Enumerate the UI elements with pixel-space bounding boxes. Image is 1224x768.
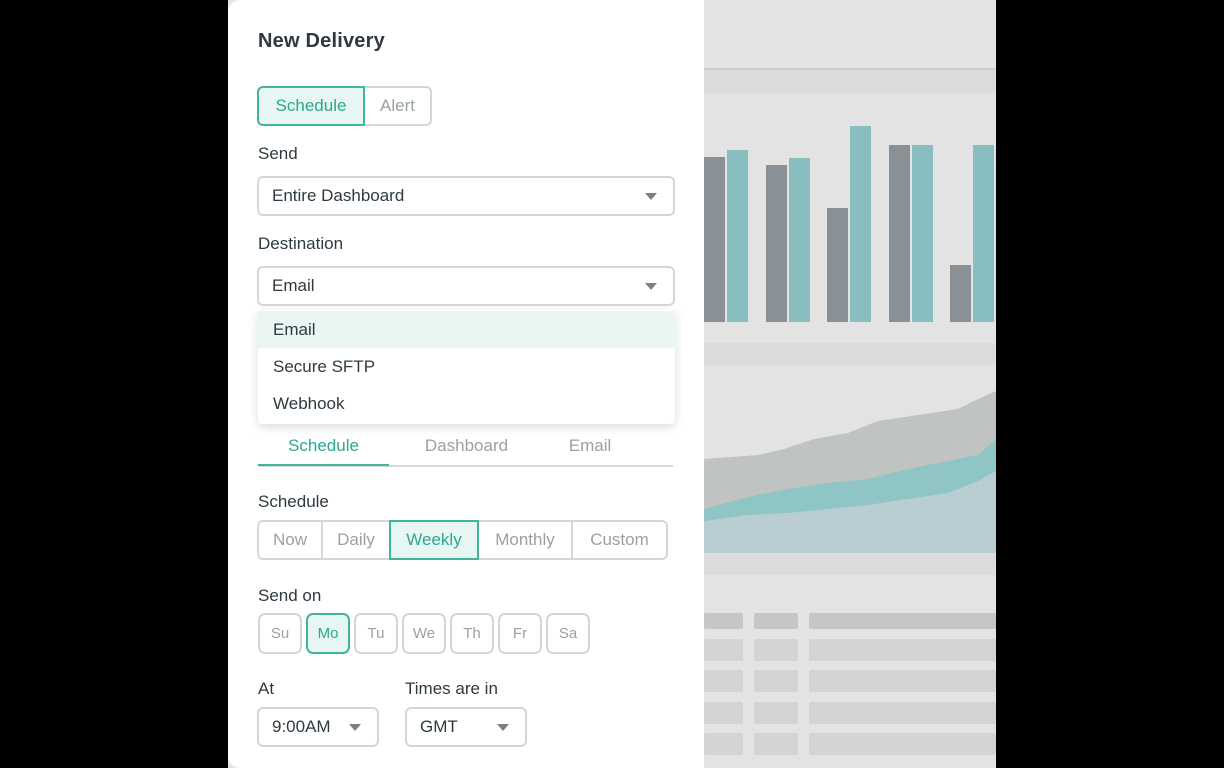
destination-option-secure-sftp[interactable]: Secure SFTP: [273, 356, 376, 376]
bar-gray: [827, 208, 848, 322]
table-cell: [809, 639, 996, 661]
table-cell: [704, 670, 743, 692]
table-cell: [754, 670, 798, 692]
send-on-label: Send on: [258, 586, 322, 605]
table-cell: [704, 639, 743, 661]
table-cell: [704, 702, 743, 724]
day-monday-button[interactable]: Mo: [306, 613, 350, 654]
bar-gray: [888, 145, 910, 322]
bar-teal: [911, 145, 933, 322]
destination-option-webhook[interactable]: Webhook: [273, 393, 345, 413]
bar-teal: [788, 158, 810, 322]
area-series-light: [704, 471, 996, 553]
bar-teal: [973, 145, 994, 322]
time-select[interactable]: 9:00AM: [257, 707, 379, 747]
chevron-down-icon: [645, 283, 657, 290]
table-cell: [809, 670, 996, 692]
panel-title: New Delivery: [258, 30, 385, 52]
destination-dropdown-menu: Email Secure SFTP Webhook: [258, 310, 675, 424]
tab-email[interactable]: Email: [568, 436, 612, 455]
time-select-value: 9:00AM: [272, 717, 331, 736]
send-label: Send: [258, 144, 298, 163]
table-header-cell: [809, 613, 996, 629]
day-saturday-button[interactable]: Sa: [546, 613, 590, 654]
bar-gray: [765, 165, 787, 322]
send-select-value: Entire Dashboard: [272, 186, 405, 205]
bar-gray: [704, 157, 725, 322]
area-chart: [704, 391, 996, 553]
table-header-cell: [754, 613, 798, 629]
timezone-select-value: GMT: [420, 717, 458, 736]
schedule-label: Schedule: [258, 492, 329, 511]
frequency-custom-button[interactable]: Custom: [571, 520, 668, 560]
table-cell: [754, 702, 798, 724]
destination-label: Destination: [258, 234, 344, 253]
destination-select-value: Email: [272, 276, 315, 295]
day-friday-button[interactable]: Fr: [498, 613, 542, 654]
chevron-down-icon: [497, 724, 509, 731]
table-cell: [754, 639, 798, 661]
frequency-weekly-button[interactable]: Weekly: [389, 520, 479, 560]
destination-option-email[interactable]: Email: [258, 311, 675, 348]
timezone-label: Times are in: [405, 679, 498, 698]
chevron-down-icon: [645, 193, 657, 200]
chevron-down-icon: [349, 724, 361, 731]
at-label: At: [258, 679, 275, 698]
destination-select[interactable]: Email: [257, 266, 675, 306]
bar-teal: [727, 150, 748, 322]
tab-dashboard[interactable]: Dashboard: [424, 436, 509, 455]
table-cell: [809, 702, 996, 724]
day-sunday-button[interactable]: Su: [258, 613, 302, 654]
frequency-monthly-button[interactable]: Monthly: [477, 520, 573, 560]
tab-schedule[interactable]: Schedule: [288, 436, 359, 455]
day-wednesday-button[interactable]: We: [402, 613, 446, 654]
table-cell: [754, 733, 798, 755]
delivery-type-toggle: Schedule Alert: [257, 86, 432, 126]
bar-teal: [850, 126, 871, 322]
new-delivery-panel: New Delivery Schedule Alert Send Entire …: [228, 0, 704, 768]
weekday-selector: Su Mo Tu We Th Fr Sa: [258, 613, 590, 654]
schedule-toggle-button[interactable]: Schedule: [257, 86, 365, 126]
frequency-now-button[interactable]: Now: [257, 520, 323, 560]
schedule-frequency-toggle: Now Daily Weekly Monthly Custom: [257, 520, 668, 560]
table-cell: [809, 733, 996, 755]
table-header-cell: [704, 613, 743, 629]
day-tuesday-button[interactable]: Tu: [354, 613, 398, 654]
alert-toggle-button[interactable]: Alert: [363, 86, 432, 126]
table-cell: [704, 733, 743, 755]
day-thursday-button[interactable]: Th: [450, 613, 494, 654]
active-tab-indicator: [258, 464, 389, 466]
bar-gray: [950, 265, 971, 322]
settings-tabs: Schedule Dashboard Email: [258, 430, 673, 467]
timezone-select[interactable]: GMT: [405, 707, 527, 747]
send-select[interactable]: Entire Dashboard: [257, 176, 675, 216]
frequency-daily-button[interactable]: Daily: [321, 520, 391, 560]
